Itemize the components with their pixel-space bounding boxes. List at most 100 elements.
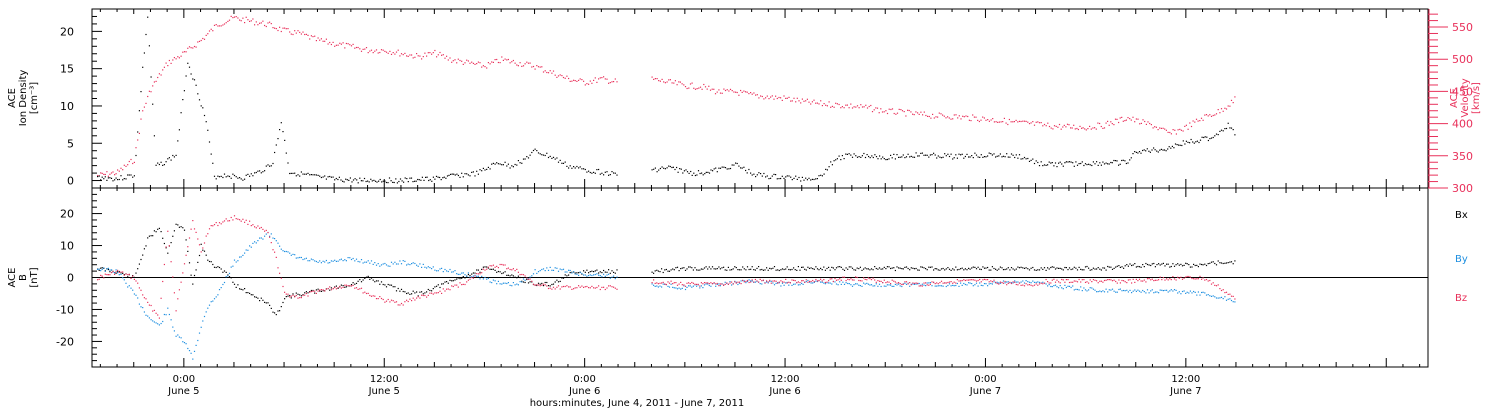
density-series-point bbox=[1018, 154, 1021, 156]
density-series-point bbox=[1040, 161, 1042, 163]
by-series-point bbox=[1058, 287, 1060, 289]
by-series-point bbox=[370, 260, 373, 262]
by-series-point bbox=[207, 307, 209, 309]
density-series-point bbox=[327, 176, 329, 178]
velocity-series-point bbox=[249, 20, 251, 22]
by-series-point bbox=[130, 287, 132, 289]
velocity-series-point bbox=[355, 46, 358, 49]
density-series-point bbox=[472, 171, 474, 173]
density-series-point bbox=[740, 167, 742, 169]
bx-series-point bbox=[750, 268, 752, 270]
density-series-point bbox=[290, 172, 292, 174]
bx-series-point bbox=[552, 283, 555, 285]
density-series-point bbox=[891, 157, 893, 159]
bx-series-point bbox=[1078, 266, 1080, 268]
velocity-series-point bbox=[514, 62, 516, 64]
by-series-point bbox=[767, 282, 769, 284]
bz-series-point bbox=[1075, 280, 1077, 282]
by-series-point bbox=[552, 269, 555, 271]
by-series-point bbox=[1132, 290, 1134, 292]
velocity-series-point bbox=[329, 41, 331, 44]
velocity-series-point bbox=[492, 61, 494, 63]
by-series-point bbox=[230, 266, 232, 268]
velocity-series-point bbox=[614, 78, 616, 80]
bz-series-point bbox=[380, 297, 383, 300]
bx-series-point bbox=[858, 268, 860, 270]
density-series-point bbox=[445, 177, 447, 179]
bz-series-point bbox=[1209, 279, 1211, 282]
bx-series-point bbox=[310, 289, 312, 292]
velocity-series-point bbox=[578, 79, 580, 81]
bz-series-point bbox=[507, 267, 509, 269]
bx-series-point bbox=[491, 268, 493, 270]
bz-series-point bbox=[152, 310, 154, 312]
bx-series-point bbox=[665, 268, 667, 271]
bz-series-point bbox=[1054, 281, 1057, 283]
bx-series-point bbox=[167, 252, 169, 254]
bx-series-point bbox=[1027, 268, 1029, 270]
by-series-point bbox=[511, 285, 513, 287]
bz-series-point bbox=[175, 310, 177, 312]
bz-series-point bbox=[896, 282, 898, 284]
by-series-point bbox=[446, 270, 448, 272]
velocity-series-point bbox=[718, 89, 720, 91]
velocity-series-point bbox=[337, 44, 339, 46]
velocity-series-point bbox=[1227, 105, 1229, 107]
by-series-point bbox=[220, 287, 222, 289]
velocity-series-point bbox=[259, 22, 261, 24]
density-series-point bbox=[198, 99, 201, 101]
bx-series-point bbox=[896, 266, 898, 268]
by-series-point bbox=[127, 286, 129, 288]
density-series-point bbox=[390, 180, 392, 182]
by-series-point bbox=[509, 284, 511, 286]
density-series-point bbox=[980, 154, 982, 156]
bx-series-point bbox=[1084, 266, 1087, 268]
bz-series-point bbox=[883, 279, 885, 281]
density-series-point bbox=[1206, 136, 1208, 138]
by-series-point bbox=[109, 269, 111, 271]
by-series-point bbox=[1108, 289, 1110, 291]
bx-series-point bbox=[504, 271, 506, 273]
velocity-series-point bbox=[482, 65, 484, 67]
velocity-series-point bbox=[227, 20, 229, 22]
density-series-point bbox=[693, 172, 695, 174]
bz-series-point bbox=[1167, 279, 1169, 281]
density-series-point bbox=[942, 156, 944, 158]
density-series-point bbox=[653, 168, 655, 170]
density-series-point bbox=[247, 173, 249, 175]
density-series-point bbox=[939, 156, 941, 158]
bz-series-point bbox=[1175, 279, 1177, 281]
velocity-series-point bbox=[1155, 126, 1157, 128]
field-axis-title: ACE B [nT] bbox=[7, 267, 40, 287]
density-series-point bbox=[821, 175, 823, 177]
bx-series-point bbox=[300, 295, 302, 297]
velocity-series-point bbox=[150, 91, 152, 93]
by-series-point bbox=[1194, 291, 1196, 293]
by-series-point bbox=[772, 282, 774, 284]
velocity-tick-label: 350 bbox=[1452, 150, 1473, 163]
bx-series-point bbox=[197, 261, 199, 263]
bx-series-point bbox=[1154, 266, 1156, 268]
density-series-point bbox=[731, 164, 733, 166]
by-series-point bbox=[397, 263, 399, 265]
by-series-point bbox=[670, 283, 672, 285]
bz-series-point bbox=[703, 282, 706, 284]
bz-series-point bbox=[497, 267, 499, 269]
velocity-series-point bbox=[1142, 119, 1144, 121]
bz-series-point bbox=[287, 293, 289, 295]
velocity-series-point bbox=[922, 114, 924, 116]
bz-series-point bbox=[187, 246, 189, 248]
bz-series-point bbox=[569, 286, 571, 288]
velocity-series-point bbox=[589, 80, 591, 82]
bz-series-point bbox=[337, 287, 339, 289]
velocity-series-point bbox=[1074, 128, 1076, 130]
bx-series-point bbox=[975, 268, 978, 270]
bx-series-point bbox=[1173, 265, 1176, 267]
by-series-point bbox=[1202, 291, 1204, 293]
density-series-point bbox=[606, 171, 608, 173]
time-tick-label: 0:00 bbox=[974, 374, 996, 385]
by-series-point bbox=[175, 335, 177, 337]
bx-series-point bbox=[382, 283, 384, 286]
velocity-series-point bbox=[172, 59, 174, 61]
bz-series-point bbox=[213, 224, 216, 226]
